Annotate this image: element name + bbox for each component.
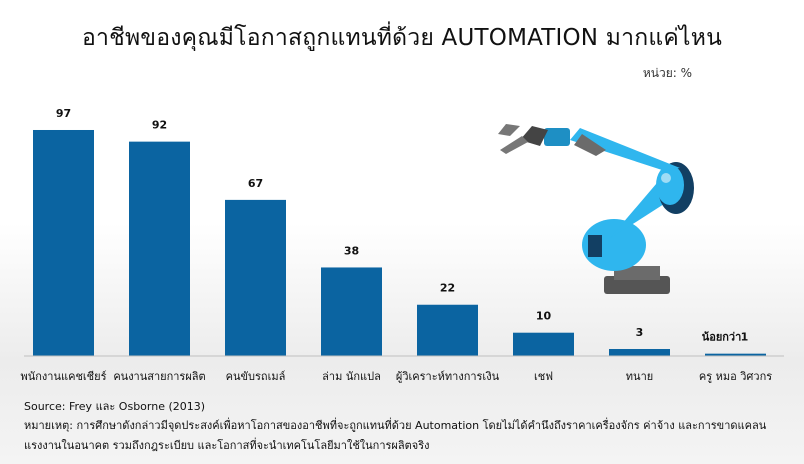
value-label-2: 67 — [248, 177, 263, 190]
category-label-7: ครู หมอ วิศวกร — [699, 370, 772, 383]
robot-part-3 — [588, 235, 602, 257]
robot-part-10 — [544, 128, 570, 146]
value-label-0: 97 — [56, 107, 71, 120]
source-note: Source: Frey และ Osborne (2013) — [24, 400, 206, 413]
bar-group: 97 พนักงานแคชเชียร์ 92 คนงานสายการผลิต 67 คนข… — [21, 107, 773, 383]
value-label-7: 1 — [741, 331, 749, 344]
value-label-3: 38 — [344, 244, 359, 257]
bar-4 — [417, 304, 478, 356]
bar-6 — [609, 349, 670, 356]
robot-arm-illustration — [498, 124, 694, 294]
category-label-6: ทนาย — [626, 370, 653, 383]
robot-part-6 — [656, 165, 684, 205]
chart-title: อาชีพของคุณมีโอกาสถูกแทนที่ด้วย AUTOMATI… — [82, 25, 722, 51]
category-label-2: คนขับรถเมล์ — [226, 370, 286, 383]
category-label-3: ล่าม นักแปล — [322, 370, 381, 383]
remark-note: หมายเหตุ: การศึกษาดังกล่าวมีจุดประสงค์เพ… — [24, 419, 767, 452]
bar-7 — [705, 353, 766, 356]
value-label-4: 22 — [440, 282, 455, 295]
robot-part-7 — [661, 173, 671, 183]
category-label-0: พนักงานแคชเชียร์ — [21, 370, 107, 383]
robot-part-12 — [500, 136, 528, 154]
category-label-4: ผู้วิเคราะห์ทางการเงิน — [396, 370, 500, 383]
value-label-5: 10 — [536, 310, 552, 323]
annotation-less-than: น้อยกว่า — [702, 331, 742, 344]
robot-part-1 — [614, 266, 660, 280]
bar-3 — [321, 267, 382, 356]
category-label-1: คนงานสายการผลิต — [113, 370, 205, 383]
category-label-5: เชฟ — [534, 370, 553, 383]
robot-part-9 — [574, 134, 606, 156]
bar-2 — [225, 199, 286, 356]
robot-part-2 — [582, 219, 646, 271]
unit-label: หน่วย: % — [642, 66, 692, 80]
robot-part-0 — [604, 276, 670, 294]
bar-5 — [513, 332, 574, 356]
value-label-1: 92 — [152, 119, 167, 132]
bar-1 — [129, 141, 190, 356]
robot-part-13 — [498, 124, 520, 136]
value-label-6: 3 — [636, 326, 644, 339]
robot-part-8 — [570, 128, 680, 170]
bar-0 — [33, 129, 94, 356]
